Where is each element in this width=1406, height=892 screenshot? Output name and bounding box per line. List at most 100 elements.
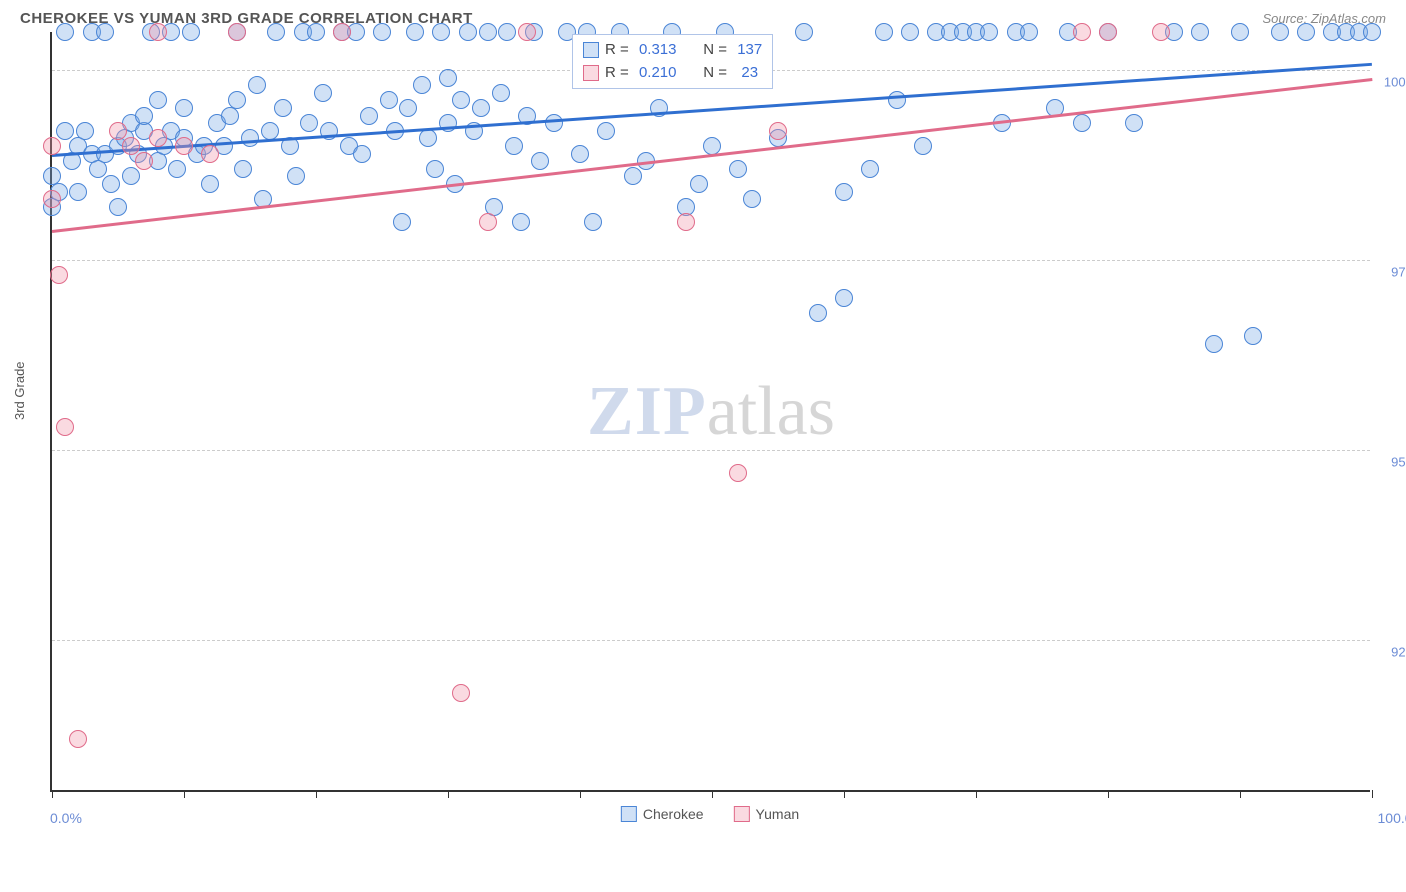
gridline: [52, 640, 1370, 641]
data-point: [201, 175, 219, 193]
data-point: [353, 145, 371, 163]
data-point: [69, 730, 87, 748]
data-point: [1297, 23, 1315, 41]
data-point: [373, 23, 391, 41]
y-tick-label: 97.5%: [1391, 265, 1406, 280]
data-point: [241, 129, 259, 147]
y-axis-label: 3rd Grade: [12, 361, 27, 420]
data-point: [1125, 114, 1143, 132]
data-point: [1191, 23, 1209, 41]
data-point: [122, 167, 140, 185]
data-point: [1271, 23, 1289, 41]
data-point: [729, 160, 747, 178]
legend-swatch: [621, 806, 637, 822]
data-point: [380, 91, 398, 109]
data-point: [729, 464, 747, 482]
data-point: [399, 99, 417, 117]
data-point: [809, 304, 827, 322]
data-point: [175, 137, 193, 155]
data-point: [149, 23, 167, 41]
data-point: [300, 114, 318, 132]
legend-swatch: [583, 42, 599, 58]
data-point: [406, 23, 424, 41]
legend-label: Yuman: [756, 806, 800, 822]
data-point: [690, 175, 708, 193]
data-point: [135, 107, 153, 125]
data-point: [228, 23, 246, 41]
data-point: [43, 137, 61, 155]
data-point: [901, 23, 919, 41]
data-point: [459, 23, 477, 41]
data-point: [314, 84, 332, 102]
data-point: [875, 23, 893, 41]
legend: CherokeeYuman: [621, 806, 799, 822]
data-point: [479, 23, 497, 41]
data-point: [1073, 114, 1091, 132]
data-point: [743, 190, 761, 208]
data-point: [861, 160, 879, 178]
data-point: [795, 23, 813, 41]
data-point: [426, 160, 444, 178]
watermark: ZIPatlas: [587, 372, 835, 452]
data-point: [307, 23, 325, 41]
data-point: [201, 145, 219, 163]
data-point: [479, 213, 497, 231]
data-point: [597, 122, 615, 140]
x-axis-max-label: 100.0%: [1378, 810, 1406, 826]
data-point: [287, 167, 305, 185]
data-point: [149, 129, 167, 147]
data-point: [472, 99, 490, 117]
data-point: [56, 23, 74, 41]
data-point: [1231, 23, 1249, 41]
data-point: [584, 213, 602, 231]
data-point: [492, 84, 510, 102]
data-point: [505, 137, 523, 155]
data-point: [43, 190, 61, 208]
data-point: [393, 213, 411, 231]
data-point: [102, 175, 120, 193]
data-point: [512, 213, 530, 231]
data-point: [888, 91, 906, 109]
data-point: [274, 99, 292, 117]
legend-item: Yuman: [734, 806, 800, 822]
data-point: [360, 107, 378, 125]
data-point: [109, 122, 127, 140]
data-point: [168, 160, 186, 178]
data-point: [1205, 335, 1223, 353]
x-axis-area: 0.0% CherokeeYuman 100.0%: [50, 792, 1370, 822]
data-point: [122, 137, 140, 155]
y-tick-label: 100.0%: [1384, 75, 1406, 90]
data-point: [980, 23, 998, 41]
data-point: [835, 183, 853, 201]
data-point: [432, 23, 450, 41]
data-point: [182, 23, 200, 41]
data-point: [333, 23, 351, 41]
stats-box: R = 0.313 N = 137R = 0.210 N = 23: [572, 34, 773, 89]
data-point: [914, 137, 932, 155]
chart-area: ZIPatlas 92.5%95.0%97.5%100.0%R = 0.313 …: [50, 32, 1386, 822]
data-point: [234, 160, 252, 178]
data-point: [531, 152, 549, 170]
gridline: [52, 260, 1370, 261]
gridline: [52, 450, 1370, 451]
stats-row: R = 0.210 N = 23: [583, 62, 762, 85]
plot-area: ZIPatlas 92.5%95.0%97.5%100.0%R = 0.313 …: [50, 32, 1370, 792]
x-axis-min-label: 0.0%: [50, 810, 82, 826]
data-point: [624, 167, 642, 185]
data-point: [50, 266, 68, 284]
data-point: [1152, 23, 1170, 41]
y-tick-label: 92.5%: [1391, 645, 1406, 660]
data-point: [498, 23, 516, 41]
stats-row: R = 0.313 N = 137: [583, 39, 762, 62]
data-point: [1073, 23, 1091, 41]
data-point: [228, 91, 246, 109]
data-point: [419, 129, 437, 147]
data-point: [413, 76, 431, 94]
data-point: [109, 198, 127, 216]
trend-line: [52, 78, 1372, 232]
data-point: [545, 114, 563, 132]
data-point: [76, 122, 94, 140]
data-point: [1099, 23, 1117, 41]
data-point: [677, 213, 695, 231]
y-tick-label: 95.0%: [1391, 455, 1406, 470]
